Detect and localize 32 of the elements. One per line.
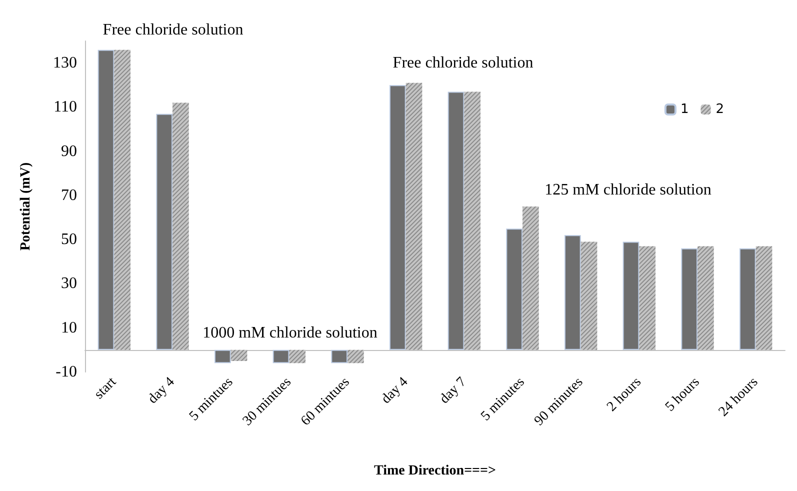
text: Free chloride solution — [102, 22, 244, 38]
bar — [331, 350, 348, 364]
bar — [98, 50, 114, 350]
bar — [214, 350, 231, 364]
x-tick-label: day 7 — [437, 374, 470, 408]
x-tick-label: start — [92, 374, 120, 402]
bar — [681, 248, 698, 350]
bar — [156, 114, 172, 350]
y-tick-label: -10 — [56, 364, 77, 380]
legend-label: 1 — [680, 102, 689, 117]
y-tick-label: 30 — [61, 275, 77, 292]
bar — [622, 242, 640, 350]
annotation: 125 mM chloride solution — [544, 182, 712, 198]
y-tick-label: 110 — [54, 98, 77, 116]
bar — [564, 235, 581, 350]
x-tick-label: day 4 — [145, 374, 178, 408]
y-axis-title: Potential (mV) — [18, 162, 34, 251]
x-axis-title: Time Direction===> — [374, 464, 496, 478]
y-tick-label: 70 — [61, 186, 77, 204]
x-tick-label: day 4 — [378, 374, 412, 408]
bar — [506, 228, 522, 350]
y-tick-label: 90 — [61, 142, 77, 160]
annotation: 1000 mM chloride solution — [202, 324, 378, 342]
y-tick-label: 10 — [61, 319, 77, 336]
annotation: Free chloride solution — [392, 54, 534, 72]
y-tick-label: 130 — [53, 54, 77, 72]
bar — [272, 350, 290, 364]
legend-label: 2 — [716, 102, 724, 117]
bar — [448, 92, 464, 350]
bar — [740, 248, 756, 350]
bar — [390, 85, 406, 350]
y-tick-label: 50 — [61, 231, 77, 248]
